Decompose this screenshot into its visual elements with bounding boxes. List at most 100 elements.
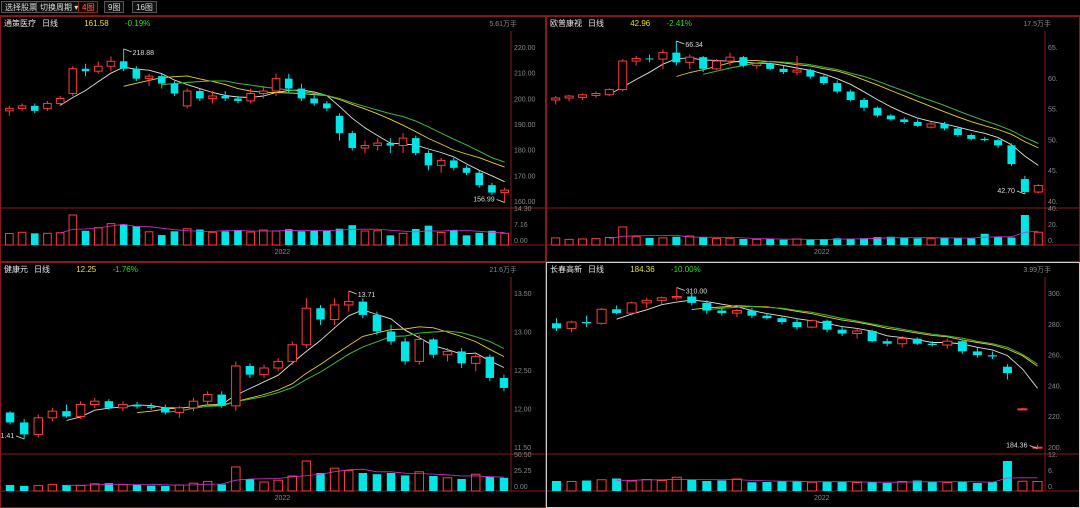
volume-bar	[259, 481, 269, 492]
candle-body	[161, 407, 170, 413]
volume-bar	[485, 476, 495, 491]
period-label: 日线	[34, 265, 50, 274]
volume-bar	[329, 467, 340, 492]
candle-body	[33, 417, 44, 435]
layout-16-button[interactable]: 16图	[132, 1, 157, 13]
candle-body	[882, 341, 892, 344]
volume-tick-label: 0.	[1048, 484, 1054, 491]
last-price: 184.36	[630, 265, 655, 274]
candle-body	[424, 152, 433, 166]
candle-body	[942, 340, 953, 346]
candle-body	[411, 138, 420, 153]
chart-panel-jiankangyuan[interactable]: 健康元 日线 12.25 -1.76% 21.6万手 13.50 13.00 12.5…	[0, 262, 546, 508]
volume-tick-label: 0.00	[514, 238, 528, 245]
candle-body	[671, 295, 682, 299]
volume-bar	[912, 480, 922, 491]
candlestick-chart: 300. 280. 260. 240. 220. 200.12. 6. 0. 2022 310.0…	[547, 277, 1079, 502]
volume-bar	[897, 481, 908, 492]
ma-line	[703, 60, 1039, 144]
volume-bar	[645, 237, 654, 245]
volume-bar	[316, 473, 325, 491]
candle-body	[217, 394, 226, 406]
ma-line	[161, 80, 505, 163]
volume-max-label: 3.99万手	[1023, 267, 1051, 274]
volume-bar	[552, 481, 562, 491]
volume-bar	[837, 482, 847, 491]
volume-bar	[792, 481, 802, 491]
candle-body	[604, 89, 614, 96]
volume-bar	[717, 480, 727, 491]
volume-bar	[157, 235, 166, 245]
high-marker	[348, 290, 357, 295]
volume-bar	[577, 238, 588, 246]
price-tick-label: 13.00	[514, 330, 532, 337]
ma-line	[66, 309, 505, 421]
candle-body	[762, 315, 772, 319]
volume-ma-line	[609, 230, 1039, 240]
candle-body	[658, 52, 668, 60]
volume-bar	[1007, 237, 1016, 245]
panel-header: 长春高新 日线 184.36 -10.00%	[550, 265, 707, 275]
candle-body	[132, 68, 141, 79]
chart-panel-changchun[interactable]: 长春高新 日线 184.36 -10.00% 3.99万手 300. 280. 260…	[546, 262, 1080, 508]
volume-ma-line	[616, 477, 1038, 483]
volume-bar	[335, 228, 344, 245]
chart-panel-tongce[interactable]: 通策医疗 日线 161.58 -0.19% 5.61万手 220.00 210.00…	[0, 16, 546, 262]
candle-body	[271, 78, 281, 92]
volume-bar	[358, 473, 368, 491]
change-percent: -2.41%	[666, 19, 692, 28]
volume-bar	[731, 478, 742, 492]
candle-body	[19, 422, 29, 435]
volume-bar	[62, 485, 71, 491]
candle-body	[1020, 179, 1029, 193]
candle-body	[287, 344, 298, 362]
price-tick-label: 11.50	[514, 445, 531, 452]
candle-body	[475, 172, 484, 186]
volume-bar	[873, 237, 882, 245]
volume-bar	[779, 239, 788, 245]
volume-max-label: 5.61万手	[489, 21, 517, 28]
candle-body	[246, 93, 255, 102]
ma-line	[165, 330, 505, 413]
volume-bar	[852, 482, 863, 492]
panel-header: 欧普康视 日线 42.96 -2.41%	[550, 19, 698, 29]
candle-body	[551, 97, 561, 101]
candle-body	[739, 57, 748, 66]
switch-period-button[interactable]: 切换周期 ▾	[36, 1, 83, 13]
candle-body	[119, 61, 128, 69]
volume-bar	[860, 238, 869, 245]
select-stock-button[interactable]: 选择股票	[1, 1, 41, 13]
candle-body	[867, 330, 877, 342]
volume-bar	[43, 232, 52, 246]
volume-bar	[170, 231, 179, 245]
volume-max-label: 17.5万手	[1023, 21, 1051, 28]
ma-line	[609, 57, 1039, 166]
candle-body	[170, 83, 179, 94]
volume-bar	[712, 238, 722, 246]
layout-9-button[interactable]: 9图	[104, 1, 125, 13]
candle-body	[626, 302, 637, 314]
volume-bar	[118, 483, 128, 492]
ma-line	[616, 299, 1038, 389]
price-tick-label: 45.	[1048, 168, 1058, 175]
candle-body	[953, 128, 962, 135]
chart-panel-oupu[interactable]: 欧普康视 日线 42.96 -2.41% 17.5万手 65. 60. 55. 50. 4…	[546, 16, 1080, 262]
change-percent: -1.76%	[112, 265, 138, 274]
price-tick-label: 180.00	[514, 148, 536, 155]
candle-body	[900, 119, 909, 122]
volume-bar	[671, 476, 682, 492]
layout-4-button[interactable]: 4图	[78, 1, 99, 13]
candle-body	[55, 97, 65, 104]
volume-bar	[551, 237, 561, 246]
candle-body	[612, 309, 622, 314]
volume-bar	[360, 230, 370, 246]
volume-bar	[429, 476, 438, 491]
candle-body	[1033, 185, 1043, 193]
price-tick-label: 220.	[1048, 414, 1062, 421]
stock-name: 长春高新	[550, 265, 582, 274]
volume-bar	[414, 471, 425, 492]
candle-body	[75, 404, 86, 417]
price-tick-label: 220.00	[514, 45, 536, 52]
candle-body	[886, 115, 895, 120]
ma-line	[123, 75, 505, 168]
